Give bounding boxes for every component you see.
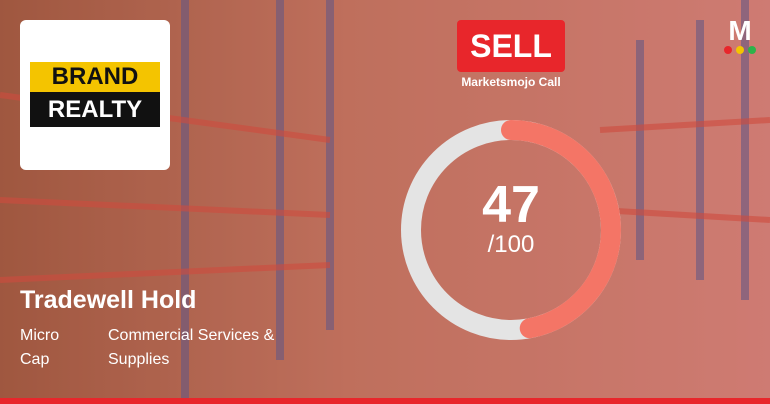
logo-line1: BRAND: [30, 62, 160, 92]
score-value: 47: [482, 176, 540, 234]
score-gauge: [401, 120, 621, 340]
company-name: Tradewell Hold: [20, 286, 197, 314]
company-sector: Commercial Services & Supplies: [108, 327, 275, 368]
logo-box: BRAND REALTY: [20, 20, 170, 170]
logo-line2: REALTY: [30, 92, 160, 127]
call-badge: SELL: [457, 20, 565, 72]
gauge-arc: [501, 120, 621, 339]
brand-mark: M: [719, 16, 761, 56]
company-size: Micro Cap: [20, 327, 60, 368]
score-scale: /100: [487, 231, 535, 258]
call-caption: Marketsmojo Call: [461, 75, 561, 89]
